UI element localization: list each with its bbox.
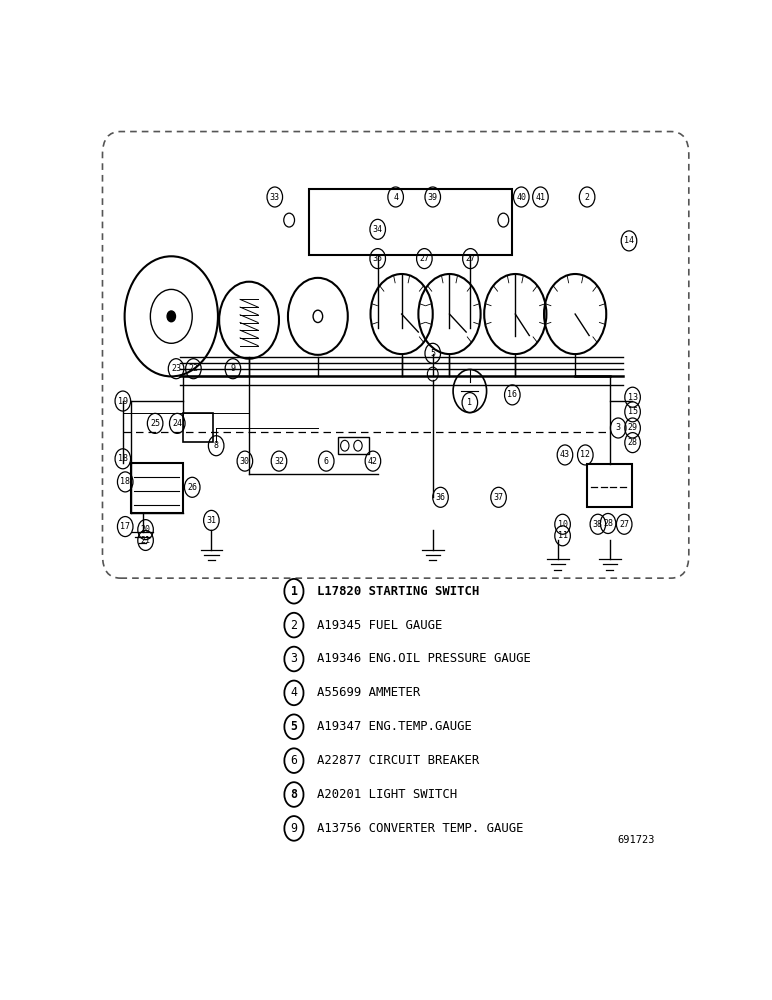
Text: 28: 28	[603, 519, 613, 528]
Bar	[130, 463, 183, 513]
Text: A55699 AMMETER: A55699 AMMETER	[317, 686, 420, 699]
Text: 42: 42	[368, 457, 378, 466]
Text: 20: 20	[141, 525, 151, 534]
Text: 31: 31	[206, 516, 216, 525]
Text: 27: 27	[419, 254, 429, 263]
Text: 25: 25	[150, 419, 160, 428]
Text: 33: 33	[269, 192, 279, 202]
Text: 13: 13	[628, 393, 638, 402]
Text: 691723: 691723	[617, 835, 655, 845]
Text: 29: 29	[628, 424, 638, 432]
Text: 1: 1	[467, 398, 472, 407]
Text: 43: 43	[560, 450, 570, 459]
Circle shape	[167, 311, 175, 322]
Text: 8: 8	[214, 441, 218, 450]
Text: 4: 4	[393, 192, 398, 202]
Text: 27: 27	[466, 254, 476, 263]
Text: 38: 38	[593, 520, 603, 529]
Text: 11: 11	[557, 531, 567, 540]
Text: L17820 STARTING SWITCH: L17820 STARTING SWITCH	[317, 585, 479, 598]
Text: 3: 3	[616, 424, 621, 432]
Text: 3: 3	[290, 652, 297, 666]
Text: 30: 30	[240, 457, 250, 466]
Text: 28: 28	[628, 438, 638, 447]
Text: 18: 18	[120, 477, 130, 486]
Text: 5: 5	[290, 720, 297, 733]
Text: A13756 CONVERTER TEMP. GAUGE: A13756 CONVERTER TEMP. GAUGE	[317, 822, 523, 835]
Text: A20201 LIGHT SWITCH: A20201 LIGHT SWITCH	[317, 788, 457, 801]
Text: 34: 34	[373, 225, 383, 234]
Text: A19346 ENG.OIL PRESSURE GAUGE: A19346 ENG.OIL PRESSURE GAUGE	[317, 652, 530, 666]
Text: 21: 21	[141, 536, 151, 545]
Text: 1: 1	[290, 585, 297, 598]
Text: 35: 35	[373, 254, 383, 263]
Text: 2: 2	[584, 192, 590, 202]
Text: 23: 23	[171, 364, 181, 373]
Text: 39: 39	[428, 192, 438, 202]
Text: 19: 19	[118, 397, 128, 406]
Text: 32: 32	[274, 457, 284, 466]
Text: 2: 2	[290, 619, 297, 632]
Text: 14: 14	[624, 236, 634, 245]
Text: 9: 9	[290, 822, 297, 835]
Text: A19345 FUEL GAUGE: A19345 FUEL GAUGE	[317, 619, 442, 632]
Text: 6: 6	[290, 754, 297, 767]
Text: 40: 40	[516, 192, 527, 202]
Text: 36: 36	[435, 493, 445, 502]
Text: 26: 26	[188, 483, 197, 492]
Text: 10: 10	[557, 520, 567, 529]
Bar	[183, 413, 213, 442]
Text: 24: 24	[172, 419, 182, 428]
Text: 16: 16	[507, 390, 517, 399]
Text: 9: 9	[230, 364, 235, 373]
Text: 37: 37	[493, 493, 503, 502]
Text: 15: 15	[628, 407, 638, 416]
Bar	[587, 464, 632, 507]
Text: 8: 8	[290, 788, 297, 801]
Bar	[309, 189, 513, 255]
Text: 5: 5	[430, 349, 435, 358]
Text: 6: 6	[323, 457, 329, 466]
Text: 4: 4	[290, 686, 297, 699]
Text: 22: 22	[188, 364, 198, 373]
Text: 12: 12	[581, 450, 591, 459]
Text: A22877 CIRCUIT BREAKER: A22877 CIRCUIT BREAKER	[317, 754, 479, 767]
Text: 17: 17	[120, 522, 130, 531]
Text: 41: 41	[536, 192, 546, 202]
Text: 27: 27	[619, 520, 629, 529]
Bar	[338, 437, 369, 454]
Text: 18: 18	[118, 454, 128, 463]
Text: A19347 ENG.TEMP.GAUGE: A19347 ENG.TEMP.GAUGE	[317, 720, 472, 733]
